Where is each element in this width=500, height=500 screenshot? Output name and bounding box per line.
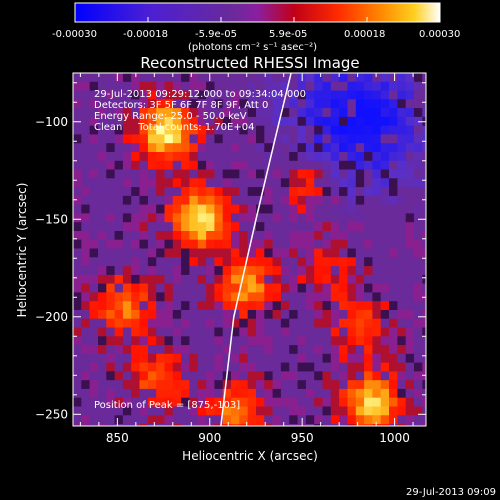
solar-limb-curve	[220, 73, 292, 426]
plot-frame	[72, 72, 427, 427]
y-axis-label: Heliocentric Y (arcsec)	[15, 183, 29, 318]
colorbar-tick-label: -0.00030	[52, 29, 97, 40]
colorbar	[74, 2, 441, 23]
colorbar-tick-label: 5.9e-05	[269, 29, 307, 40]
x-tick-label: 850	[106, 431, 129, 445]
x-axis-label: Heliocentric X (arcsec)	[182, 449, 318, 463]
x-tick-label: 950	[291, 431, 314, 445]
heatmap-image	[73, 73, 426, 426]
info-peak-position: Position of Peak = [875,-103]	[94, 400, 240, 411]
chart-title: Reconstructed RHESSI Image	[140, 54, 359, 72]
info-energy-range: Energy Range: 25.0 - 50.0 keV	[94, 111, 247, 122]
footer-timestamp: 29-Jul-2013 09:09	[406, 487, 496, 498]
y-tick-label: −100	[35, 115, 68, 129]
y-tick-label: −200	[35, 310, 68, 324]
y-tick-label: −150	[35, 212, 68, 226]
x-tick-label: 1000	[379, 431, 410, 445]
colorbar-tick-label: -0.00018	[123, 29, 168, 40]
info-time-range: 29-Jul-2013 09:29:12.000 to 09:34:04.000	[94, 89, 306, 100]
colorbar-tick-label: -5.9e-05	[195, 29, 237, 40]
colorbar-tick-label: 0.00018	[344, 29, 385, 40]
y-tick-label: −250	[35, 407, 68, 421]
info-detectors: Detectors: 3F 5F 6F 7F 8F 9F, Att 0	[94, 100, 268, 111]
x-tick-label: 900	[198, 431, 221, 445]
info-clean-counts: Clean Total counts: 1.70E+04	[94, 122, 254, 133]
colorbar-tick-label: 0.00030	[419, 29, 460, 40]
colorbar-unit-label: (photons cm⁻² s⁻¹ asec⁻²)	[188, 42, 317, 53]
